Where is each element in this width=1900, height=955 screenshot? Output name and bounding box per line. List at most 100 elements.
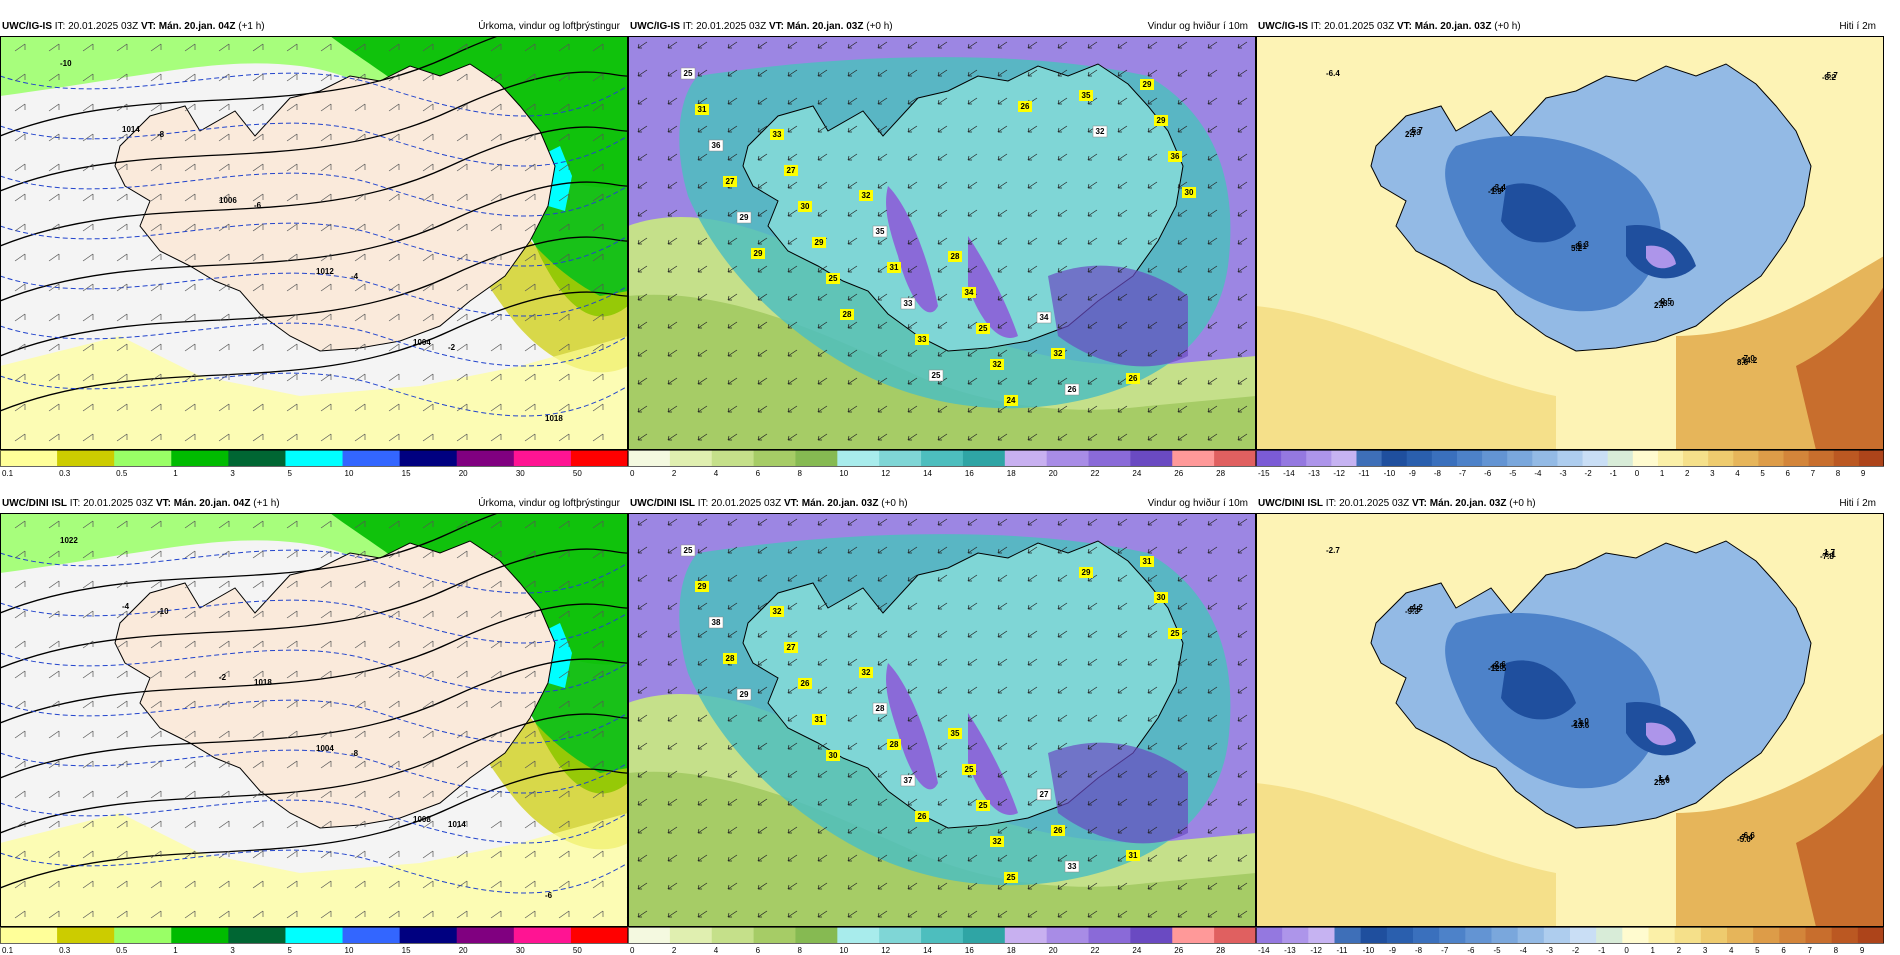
colorbar-swatch (1482, 450, 1508, 466)
colorbar-swatch (1808, 450, 1835, 466)
map[interactable]: 25 32 32 35 27 31 29 27 28 25 26 31 38 26 28 25 33 30 28 31… (628, 513, 1256, 927)
map[interactable]: 25 33 32 28 34 26 31 27 35 34 32 29 36 30 31 25 26 29 27 29… (628, 36, 1256, 450)
colorbar-swatch (921, 927, 964, 943)
colorbar-swatch (1306, 450, 1332, 466)
map[interactable]: 1022 -10 1018 -8 1014 -6 -4 -2 1004 1008 (0, 513, 628, 927)
colorbar-swatch (285, 450, 344, 466)
panel-precip-dini: UWC/DINI ISL IT: 20.01.2025 03Z VT: Mán.… (0, 495, 628, 955)
colorbar-swatch (285, 927, 344, 943)
svg-text:25: 25 (965, 765, 974, 774)
colorbar-swatch (628, 450, 671, 466)
colorbar-tick-label: 6 (1786, 469, 1791, 478)
temperature-label: -6.6 (1741, 831, 1755, 840)
colorbar-swatch (1281, 450, 1307, 466)
map[interactable]: -10 -8 -6 -4 -2 1018 1014 1006 1012 1004 (0, 36, 628, 450)
gust-label: 35 (1079, 90, 1093, 101)
gust-label: 31 (887, 262, 901, 273)
colorbar-swatch (1130, 450, 1173, 466)
colorbar-swatch (669, 927, 713, 943)
colorbar-swatch (1543, 927, 1571, 943)
colorbar-tick-label: 2 (1677, 946, 1682, 955)
colorbar-swatch (1596, 927, 1623, 943)
temperature-label: -7.4 (1739, 833, 1753, 842)
gust-label: 33 (900, 297, 916, 310)
colorbar-swatch (342, 450, 401, 466)
colorbar-swatch (711, 450, 755, 466)
contour-label: -6 (254, 201, 262, 210)
temperature-label: 2.7 (1405, 130, 1417, 139)
colorbar-swatch (753, 927, 796, 943)
colorbar-swatch (1700, 927, 1728, 943)
gust-label: 35 (948, 728, 962, 739)
gust-label: 31 (695, 104, 709, 115)
colorbar-swatch (1256, 927, 1283, 943)
temperature-label: -8.1 (1573, 242, 1587, 251)
svg-text:38: 38 (712, 618, 721, 627)
svg-text:32: 32 (1096, 127, 1105, 136)
colorbar-swatch (1607, 450, 1634, 466)
svg-text:26: 26 (801, 679, 810, 688)
svg-text:25: 25 (932, 371, 941, 380)
colorbar-tick-label: 0 (1624, 946, 1629, 955)
panel-wind-igis: UWC/IG-IS IT: 20.01.2025 03Z VT: Mán. 20… (628, 18, 1256, 478)
panel-header: UWC/IG-IS IT: 20.01.2025 03Z VT: Mán. 20… (1258, 18, 1882, 36)
contour-label: -2 (219, 673, 227, 682)
colorbar-tick-label: 1 (1651, 946, 1656, 955)
svg-text:35: 35 (951, 729, 960, 738)
gust-label: 29 (1154, 115, 1168, 126)
colorbar-tick-label: -14 (1258, 946, 1270, 955)
colorbar-swatch (1381, 450, 1408, 466)
colorbar-swatch (795, 927, 838, 943)
colorbar-swatch (1532, 450, 1558, 466)
map[interactable]: -6.4 -5.7 -3.4 -6.3 -9.5 -7.0 -5.7 -2.3 -6.4 -8.1… (1256, 36, 1884, 450)
contour-label: 1012 (316, 267, 334, 276)
colorbar-tick-label: 50 (573, 946, 582, 955)
colorbar-swatch (1831, 927, 1859, 943)
temperature-label: -6.1 (1822, 550, 1836, 559)
colorbar-tick-label: 4 (1729, 946, 1734, 955)
colorbar-swatch (711, 927, 755, 943)
colorbar-swatch (1308, 927, 1335, 943)
contour-label: 1004 (316, 744, 334, 753)
colorbar-swatch (1331, 450, 1357, 466)
panel-wind-dini: UWC/DINI ISL IT: 20.01.2025 03Z VT: Mán.… (628, 495, 1256, 955)
temperature-label: -5.0 (1656, 776, 1670, 785)
temperature-label: -12.5 (1488, 664, 1507, 673)
svg-text:30: 30 (1157, 593, 1166, 602)
colorbar-tick-label: -8 (1434, 469, 1442, 478)
gust-label: 28 (840, 309, 854, 320)
colorbar-swatch (1833, 450, 1860, 466)
gust-label: 29 (736, 211, 752, 224)
temperature-label: -13.6 (1571, 721, 1590, 730)
colorbar-tick-label: 4 (1735, 469, 1740, 478)
contour-label: -8 (351, 749, 359, 758)
temperature-label: -5.0 (1737, 835, 1751, 844)
model-name: UWC/DINI ISL (2, 498, 67, 509)
colorbar-tick-label: 8 (1834, 946, 1839, 955)
colorbar-tick-label: -13 (1284, 946, 1296, 955)
temperature-label: -2.7 (1326, 546, 1340, 555)
map[interactable]: -2.7 -4.2 -2.6 -1.0 1.4 -6.6 1.7 -5.5 -6.8 2.1 -5.… (1256, 513, 1884, 927)
svg-text:33: 33 (1068, 862, 1077, 871)
colorbar-swatch (1753, 927, 1780, 943)
temperature-label: -4.2 (1409, 603, 1423, 612)
colorbar-tick-label: -7 (1441, 946, 1449, 955)
colorbar-swatch (399, 450, 458, 466)
svg-text:31: 31 (890, 263, 899, 272)
model-name: UWC/DINI ISL (630, 498, 695, 509)
colorbar-swatch (456, 450, 515, 466)
colorbar-tick-label: 5 (1760, 469, 1765, 478)
svg-text:31: 31 (698, 105, 707, 114)
contour-label: 1004 (413, 338, 431, 347)
colorbar-tick-label: 20 (459, 469, 468, 478)
colorbar-swatch (1779, 927, 1806, 943)
lead-time: (+0 h) (881, 498, 908, 509)
colorbar-swatch (1783, 450, 1810, 466)
gust-label: 32 (1051, 348, 1065, 359)
contour-label: -10 (157, 607, 169, 616)
colorbar-swatch (1674, 927, 1702, 943)
svg-text:31: 31 (815, 715, 824, 724)
colorbar-swatch (57, 450, 115, 466)
colorbar: -14 -13 -12 -11 -10 -9 -8 -7 -6 -5 -4 -3 -2 -1 0 1 2 3 4 5 6… (1256, 927, 1884, 955)
colorbar-swatch (962, 450, 1006, 466)
